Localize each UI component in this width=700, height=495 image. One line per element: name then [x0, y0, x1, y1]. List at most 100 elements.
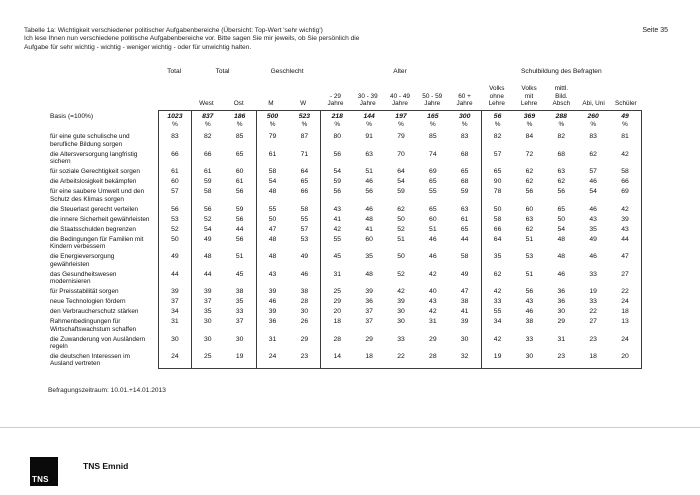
value-cell: 30: [525, 353, 534, 361]
value-cell: 19: [493, 353, 502, 361]
column-group: 55 58: [255, 204, 321, 215]
value-cell: 23: [300, 353, 309, 361]
value-cell: 56: [525, 288, 534, 296]
value-cell: 56: [171, 205, 179, 213]
column-header: - 29 Jahre: [327, 92, 344, 107]
value-cell: 35: [493, 253, 502, 261]
value-cell: 47: [268, 225, 277, 233]
value-cell: 22: [397, 353, 405, 361]
column-group: West Ost: [190, 77, 255, 107]
value-cell: 39: [171, 288, 179, 296]
percent-sign: %: [366, 121, 372, 128]
value-cell: 56: [204, 205, 212, 213]
value-cell: 46: [268, 298, 277, 306]
value-cell: 36: [365, 298, 373, 306]
basis-cell: 523%: [288, 111, 320, 132]
column-group: 61 60: [190, 166, 256, 177]
value-cell: 64: [493, 235, 502, 243]
value-cell: 14: [333, 353, 342, 361]
table-row: für Preisstabilität sorgen 39 39 38 39 38 25 39…: [48, 286, 642, 297]
value-cell: 39: [397, 298, 405, 306]
value-cell: 19: [235, 353, 244, 361]
column-group: 64 51 48 49 44: [480, 234, 642, 252]
value-cell: 57: [493, 150, 502, 158]
value-cell: 48: [268, 235, 277, 243]
column-group: 66: [158, 149, 191, 167]
table-row: für eine gute schulische und berufliche …: [48, 132, 642, 150]
value-cell: 60: [429, 215, 437, 223]
value-cell: 60: [525, 205, 534, 213]
value-cell: 44: [460, 235, 469, 243]
value-cell: 54: [397, 178, 405, 186]
value-cell: 18: [589, 353, 597, 361]
basis-value: 197: [395, 113, 407, 120]
column-group: 54 44: [190, 224, 256, 235]
column-group: 30 37: [190, 316, 256, 335]
value-cell: 50: [397, 215, 405, 223]
value-cell: 61: [268, 150, 277, 158]
value-cell: 91: [365, 133, 373, 141]
value-cell: 22: [589, 308, 597, 316]
header-spacer: [48, 62, 158, 75]
column-group: 60: [158, 176, 191, 187]
percent-sign: %: [429, 121, 436, 128]
row-label: die Bedingungen für Familien mit Kindern…: [50, 235, 144, 251]
column-header: Ost: [233, 99, 244, 107]
table-row: das Gesundheitswesen modernisieren 44 44 45…: [48, 269, 642, 287]
row-label: Rahmenbedingungen für Wirtschaftswachstu…: [50, 318, 137, 333]
value-cell: 55: [429, 188, 437, 196]
value-cell: 20: [621, 353, 629, 361]
basis-cell: 197%: [385, 111, 417, 132]
column-group: 30: [158, 334, 191, 352]
tns-logo-text: TNS: [32, 475, 49, 484]
value-cell: 44: [235, 225, 244, 233]
value-cell: 39: [460, 318, 469, 326]
column-group: 90 62 62 46 66: [480, 176, 642, 187]
value-cell: 37: [365, 308, 373, 316]
value-cell: 61: [171, 168, 179, 176]
percent-sign: %: [590, 121, 596, 128]
column-group: 48 66: [255, 186, 321, 205]
value-cell: 52: [204, 215, 212, 223]
row-label: das Gesundheitswesen modernisieren: [50, 270, 117, 285]
value-cell: 68: [460, 150, 469, 158]
column-group: 34: [158, 306, 191, 317]
value-cell: 54: [589, 188, 597, 196]
value-cell: 51: [235, 253, 244, 261]
percent-sign: %: [236, 121, 243, 128]
table-row: neue Technologien fördern 37 37 35 46 28 29 36 3…: [48, 296, 642, 307]
row-label: die Arbeitslosigkeit bekämpfen: [50, 178, 137, 186]
column-header: 30 - 39 Jahre: [357, 92, 378, 107]
value-cell: 43: [621, 225, 629, 233]
title-line-1: Tabelle 1a: Wichtigkeit verschiedener po…: [24, 27, 323, 34]
value-cell: 23: [589, 335, 597, 343]
value-cell: 49: [460, 270, 469, 278]
value-cell: 33: [525, 335, 534, 343]
value-cell: 82: [557, 133, 566, 141]
basis-cell: 288%: [545, 111, 577, 132]
column-group: 44 45: [190, 269, 256, 287]
group-header-label: Schulbildung des Befragten: [520, 68, 602, 75]
value-cell: 55: [300, 215, 309, 223]
row-label: die Staatsschulden begrenzen: [50, 225, 136, 233]
value-cell: 34: [171, 308, 179, 316]
value-cell: 50: [557, 215, 566, 223]
value-cell: 30: [235, 335, 244, 343]
value-cell: 42: [429, 270, 437, 278]
value-cell: 42: [493, 335, 502, 343]
value-cell: 69: [621, 188, 629, 196]
column-group: 56 56 59 55 59: [320, 186, 480, 205]
table-row: die Arbeitslosigkeit bekämpfen 60 59 61 54 65…: [48, 176, 642, 187]
column-header: M: [268, 99, 274, 107]
column-group: 19 30 23 18 20: [480, 351, 642, 369]
basis-value: 165: [427, 113, 439, 120]
value-cell: 48: [365, 270, 373, 278]
table-row: für eine saubere Umwelt und den Schutz d…: [48, 186, 642, 205]
value-cell: 46: [589, 178, 597, 186]
basis-cell: 49%: [609, 111, 641, 132]
value-cell: 30: [300, 308, 309, 316]
column-group: 41 48 50 60 61: [320, 214, 480, 225]
value-cell: 42: [621, 150, 629, 158]
row-label: für eine gute schulische und berufliche …: [50, 133, 130, 148]
table-row: die Bedingungen für Familien mit Kindern…: [48, 234, 642, 252]
